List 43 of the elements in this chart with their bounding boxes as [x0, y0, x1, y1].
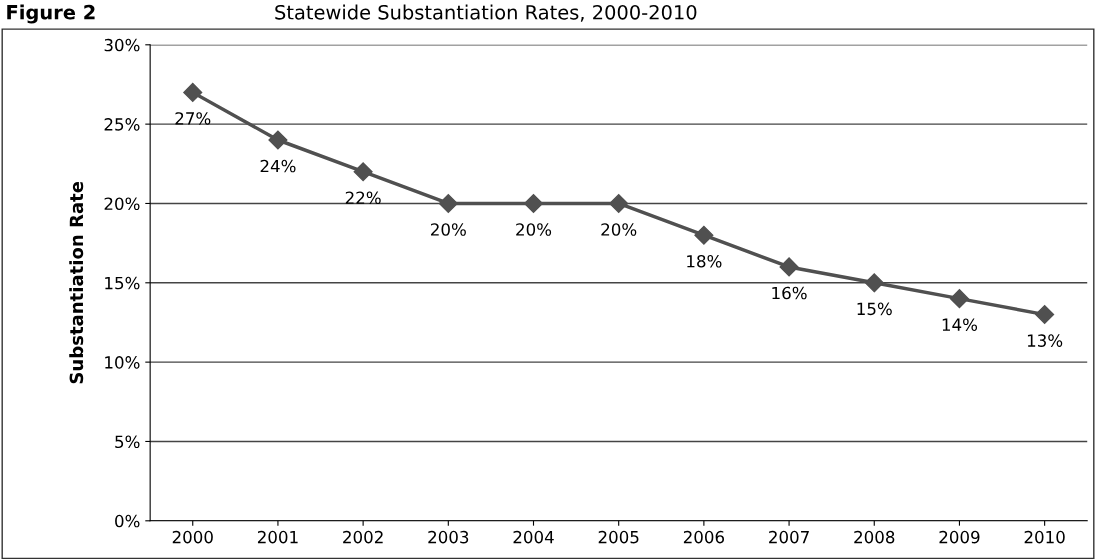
x-tick-label: 2008: [854, 530, 895, 544]
data-label: 15%: [857, 302, 892, 316]
x-tick-label: 2001: [257, 530, 298, 544]
x-tick-label: 2007: [769, 530, 809, 544]
data-label: 20%: [516, 223, 552, 236]
data-label: 20%: [431, 223, 466, 236]
x-tick-label: 2002: [343, 530, 383, 544]
x-tick-label: 2004: [513, 530, 554, 544]
x-tick-label: 2006: [683, 530, 725, 544]
y-tick-label: 10%: [105, 356, 140, 369]
chart-title: Statewide Substantiation Rates, 2000-2010: [275, 4, 697, 22]
data-label: 24%: [260, 159, 296, 173]
point: [438, 193, 458, 214]
x-tick-label: 2005: [598, 530, 639, 544]
data-label: 18%: [687, 254, 722, 268]
data-label: 13%: [1027, 334, 1063, 347]
data-label: 20%: [601, 223, 637, 236]
caption: Figure 2: [7, 4, 95, 24]
data-label: 22%: [345, 191, 381, 205]
point: [353, 162, 373, 182]
y-tick-label: 20%: [104, 197, 140, 211]
point: [694, 225, 714, 245]
data-label: 16%: [772, 286, 807, 300]
data-label: 14%: [942, 318, 978, 332]
x-tick-label: 2000: [172, 530, 213, 544]
point: [779, 257, 799, 277]
point: [949, 289, 969, 309]
point: [609, 193, 629, 214]
data-label: 27%: [175, 112, 211, 125]
point: [268, 130, 288, 150]
point: [183, 82, 203, 102]
y-tick-label: 25%: [104, 118, 140, 131]
y-tick-label: 0%: [115, 514, 140, 528]
point: [1035, 304, 1055, 325]
x-tick-label: 2009: [939, 530, 980, 544]
point: [864, 273, 884, 293]
y-tick-label: 15%: [105, 276, 140, 290]
y-axis-title: Substantiation Rate: [69, 181, 84, 384]
y-tick-label: 5%: [115, 435, 140, 449]
point: [523, 193, 544, 214]
x-tick-label: 2010: [1024, 530, 1065, 544]
y-tick-label: 30%: [104, 38, 140, 52]
x-tick-label: 2003: [428, 530, 469, 544]
